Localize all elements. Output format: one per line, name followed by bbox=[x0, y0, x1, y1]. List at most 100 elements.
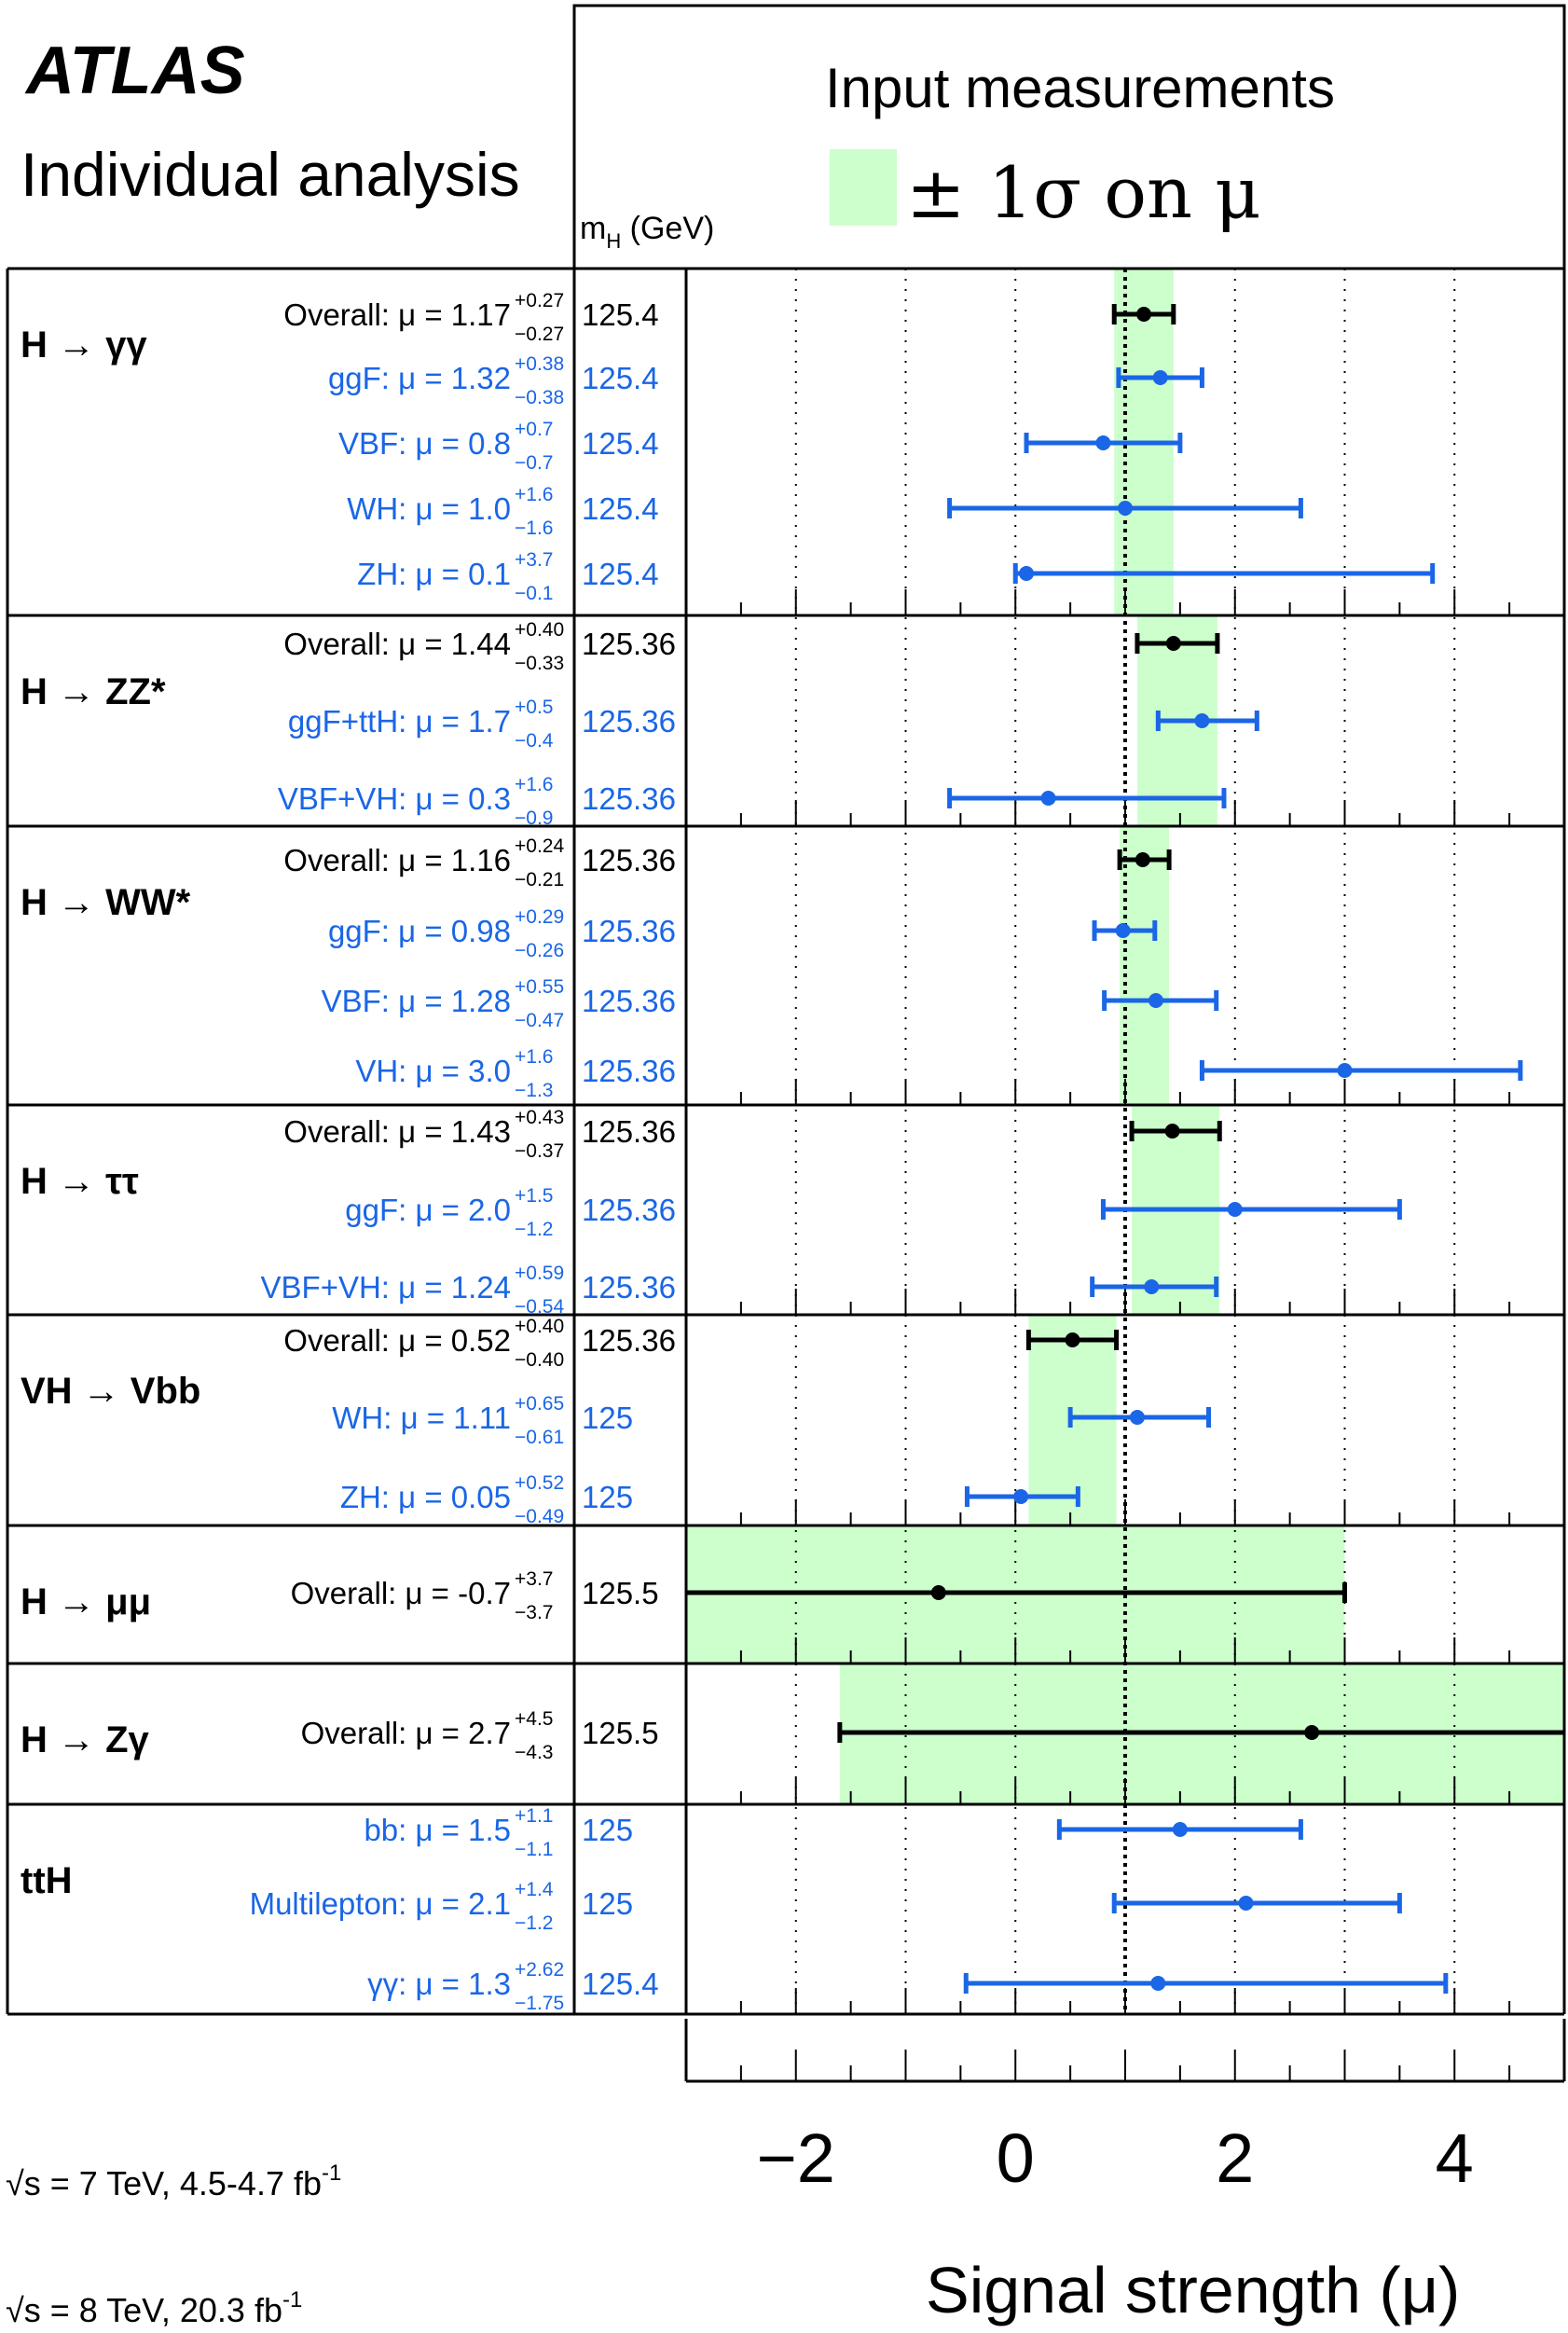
central-value-marker bbox=[1013, 1489, 1029, 1504]
error-up-label: +1.5 bbox=[515, 1185, 553, 1207]
measurement-label: VBF: μ = 1.28 bbox=[322, 984, 511, 1018]
group-name: ttH bbox=[21, 1860, 73, 1901]
measurement-row: Overall: μ = -0.7 +3.7 −3.7 125.5 bbox=[291, 1568, 1347, 1623]
mass-column-header: mH (GeV) bbox=[580, 211, 714, 253]
error-down-label: −1.3 bbox=[515, 1080, 553, 1101]
central-value-marker bbox=[1164, 1124, 1180, 1139]
mass-value: 125.36 bbox=[582, 1114, 676, 1149]
mass-value: 125.36 bbox=[582, 914, 676, 948]
measurement-label: VBF+VH: μ = 0.3 bbox=[278, 781, 511, 816]
central-value-marker bbox=[1115, 923, 1131, 938]
mass-value: 125.36 bbox=[582, 627, 676, 661]
error-up-label: +0.40 bbox=[515, 619, 564, 641]
energy-7tev-label: √s = 7 TeV, 4.5-4.7 fb-1 bbox=[6, 2160, 341, 2202]
mass-value: 125.36 bbox=[582, 1054, 676, 1088]
mass-value: 125.4 bbox=[582, 426, 659, 461]
error-down-label: −0.7 bbox=[515, 452, 553, 474]
mass-value: 125.36 bbox=[582, 984, 676, 1018]
x-tick-label: 2 bbox=[1216, 2119, 1254, 2197]
group-name: H → WW* bbox=[21, 882, 191, 923]
group-name: H → ZZ* bbox=[21, 671, 166, 712]
energy-8tev-label: √s = 8 TeV, 20.3 fb-1 bbox=[6, 2287, 302, 2329]
measurement-row: VBF+VH: μ = 1.24 +0.59 −0.54 125.36 bbox=[261, 1263, 1219, 1318]
measurement-row: VBF: μ = 1.28 +0.55 −0.47 125.36 bbox=[322, 976, 1219, 1031]
central-value-marker bbox=[1165, 636, 1181, 651]
measurement-label: Overall: μ = 2.7 bbox=[301, 1716, 511, 1750]
mass-unit: (GeV) bbox=[621, 211, 714, 246]
central-value-marker bbox=[1136, 307, 1152, 322]
error-up-label: +0.5 bbox=[515, 697, 553, 718]
x-tick-label: 4 bbox=[1436, 2119, 1474, 2197]
measurement-label: ZH: μ = 0.1 bbox=[357, 557, 511, 591]
error-up-label: +0.52 bbox=[515, 1472, 564, 1494]
error-down-label: −0.38 bbox=[515, 387, 564, 408]
x-axis-title: Signal strength (μ) bbox=[926, 2254, 1460, 2326]
error-up-label: +4.5 bbox=[515, 1708, 553, 1730]
measurement-group: H → WW* Overall: μ = 1.16 +0.24 −0.21 125.36… bbox=[21, 835, 1523, 1101]
mass-value: 125.4 bbox=[582, 361, 659, 395]
measurement-row: ggF+ttH: μ = 1.7 +0.5 −0.4 125.36 bbox=[288, 697, 1259, 752]
error-up-label: +3.7 bbox=[515, 549, 553, 571]
error-down-label: −1.75 bbox=[515, 1993, 564, 2014]
mass-value: 125 bbox=[582, 1813, 633, 1847]
error-down-label: −0.49 bbox=[515, 1506, 564, 1527]
central-value-marker bbox=[1337, 1063, 1353, 1078]
measurement-label: ZH: μ = 0.05 bbox=[340, 1480, 511, 1514]
energy-8tev-exp: -1 bbox=[282, 2287, 302, 2312]
group-name: H → Zγ bbox=[21, 1719, 150, 1760]
measurement-group: H → μμ Overall: μ = -0.7 +3.7 −3.7 125.5 bbox=[21, 1568, 1347, 1623]
error-down-label: −0.9 bbox=[515, 808, 553, 829]
grid-layer bbox=[794, 269, 1456, 2014]
error-down-label: −0.40 bbox=[515, 1349, 564, 1371]
mass-value: 125.36 bbox=[582, 1270, 676, 1305]
measurement-row: Overall: μ = 1.16 +0.24 −0.21 125.36 bbox=[283, 835, 1172, 890]
error-up-label: +0.43 bbox=[515, 1107, 564, 1128]
measurement-row: Overall: μ = 1.17 +0.27 −0.27 125.4 bbox=[283, 290, 1176, 345]
measurement-label: Overall: μ = 1.16 bbox=[283, 843, 511, 877]
mass-value: 125.4 bbox=[582, 1967, 659, 2001]
measurement-label: WH: μ = 1.0 bbox=[347, 491, 511, 526]
measurement-row: Multilepton: μ = 2.1 +1.4 −1.2 125 bbox=[250, 1879, 1402, 1934]
mass-value: 125.36 bbox=[582, 781, 676, 816]
group-name: H → ττ bbox=[21, 1161, 139, 1202]
measurement-label: γγ: μ = 1.3 bbox=[367, 1967, 511, 2001]
central-value-marker bbox=[1227, 1202, 1243, 1217]
measurement-row: VBF: μ = 0.8 +0.7 −0.7 125.4 bbox=[338, 419, 1183, 474]
error-up-label: +1.6 bbox=[515, 1046, 553, 1068]
measurement-label: Overall: μ = 1.44 bbox=[283, 627, 511, 661]
mass-value: 125.4 bbox=[582, 297, 659, 332]
error-up-label: +0.24 bbox=[515, 835, 564, 857]
central-value-marker bbox=[1152, 370, 1168, 385]
error-up-label: +1.1 bbox=[515, 1805, 553, 1827]
mass-symbol: m bbox=[580, 211, 606, 246]
mass-value: 125.36 bbox=[582, 843, 676, 877]
energy-7tev-exp: -1 bbox=[322, 2160, 341, 2186]
measurement-label: Overall: μ = 1.17 bbox=[283, 297, 511, 332]
mass-value: 125.36 bbox=[582, 1193, 676, 1227]
error-down-label: −0.1 bbox=[515, 583, 553, 604]
error-down-label: −0.27 bbox=[515, 324, 564, 345]
measurement-label: Overall: μ = 0.52 bbox=[283, 1323, 511, 1358]
central-value-marker bbox=[1148, 993, 1163, 1008]
error-down-label: −0.26 bbox=[515, 940, 564, 961]
measurement-label: VBF: μ = 0.8 bbox=[338, 426, 511, 461]
error-down-label: −0.21 bbox=[515, 869, 564, 890]
error-down-label: −0.4 bbox=[515, 730, 554, 752]
measurement-row: Overall: μ = 1.44 +0.40 −0.33 125.36 bbox=[283, 619, 1220, 674]
measurement-row: WH: μ = 1.11 +0.65 −0.61 125 bbox=[332, 1393, 1211, 1448]
measurement-row: ggF: μ = 2.0 +1.5 −1.2 125.36 bbox=[345, 1185, 1402, 1240]
measurement-group: VH → Vbb Overall: μ = 0.52 +0.40 −0.40 125.3… bbox=[21, 1316, 1211, 1527]
error-up-label: +1.6 bbox=[515, 774, 553, 795]
central-value-marker bbox=[1238, 1896, 1254, 1911]
measurement-row: bb: μ = 1.5 +1.1 −1.1 125 bbox=[364, 1805, 1303, 1860]
group-name: H → μμ bbox=[21, 1581, 151, 1622]
mass-value: 125.36 bbox=[582, 1323, 676, 1358]
error-down-label: −1.2 bbox=[515, 1219, 553, 1240]
measurement-label: bb: μ = 1.5 bbox=[364, 1813, 511, 1847]
error-up-label: +0.55 bbox=[515, 976, 564, 998]
analysis-subtitle: Individual analysis bbox=[21, 140, 520, 209]
error-up-label: +0.38 bbox=[515, 353, 564, 375]
